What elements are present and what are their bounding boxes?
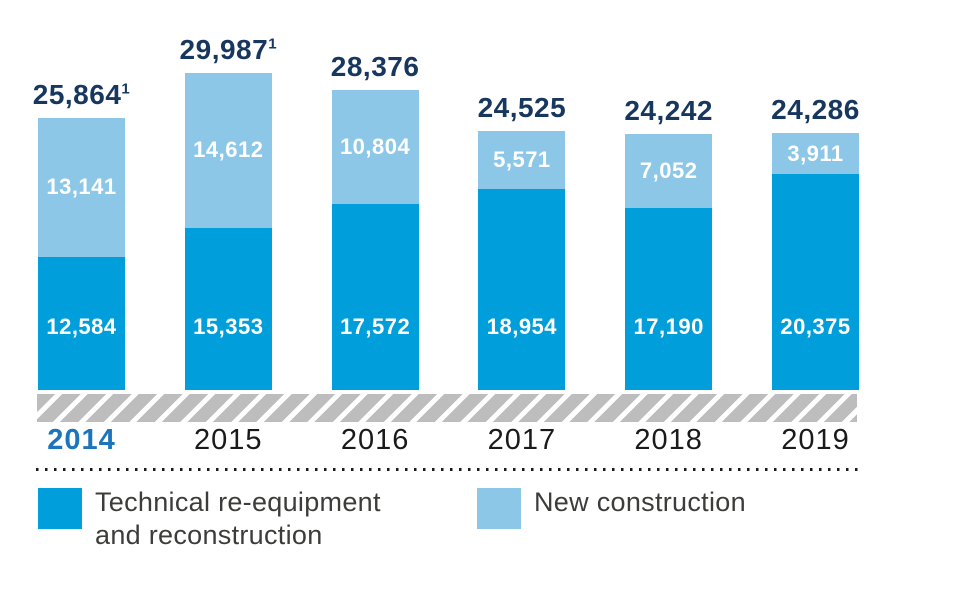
segment-value-new-construction: 5,571 [493, 147, 551, 172]
total-label-2018: 24,242 [624, 94, 713, 126]
segment-value-new-construction: 14,612 [193, 137, 264, 163]
segment-value-technical-re-equipment: 18,954 [486, 313, 558, 339]
year-label-2016: 2016 [340, 424, 410, 456]
segment-technical-re-equipment-2019: 20,375 [772, 174, 859, 390]
segment-technical-re-equipment-2018: 17,190 [625, 208, 713, 390]
segment-value-technical-re-equipment: 17,572 [339, 313, 411, 339]
segment-value-new-construction: 3,911 [787, 140, 844, 166]
bar-group-2016: 28,376 10,804 17,572 [331, 0, 419, 390]
year-label-2017: 2017 [487, 424, 557, 456]
year-label-2019: 2019 [781, 424, 850, 456]
total-label-2016: 28,376 [330, 50, 420, 82]
segment-new-construction-2014: 13,141 [38, 117, 125, 257]
total-label-2017: 24,525 [477, 91, 567, 123]
segment-value-technical-re-equipment: 15,353 [193, 313, 264, 339]
legend-item-technical-re-equipment: Technical re-equipment and reconstructio… [38, 487, 381, 552]
footnote-marker: 1 [121, 80, 131, 98]
bar-group-2019: 24,286 3,911 20,375 [771, 0, 859, 390]
technical-re-equipment-swatch-icon [38, 488, 82, 529]
segment-new-construction-2015: 14,612 [184, 73, 272, 228]
legend-label-new-construction: New construction [534, 487, 746, 517]
bar-group-2018: 24,242 7,052 17,190 [624, 0, 713, 390]
year-label-2015: 2015 [194, 424, 263, 456]
segment-new-construction-2016: 10,804 [331, 89, 419, 205]
segment-technical-re-equipment-2017: 18,954 [478, 189, 566, 390]
new-construction-swatch-icon [477, 488, 521, 529]
total-label-2014: 25,8641 [32, 78, 131, 110]
total-label-2015: 29,9871 [179, 34, 278, 65]
dotted-separator [36, 468, 860, 471]
bar-group-2017: 24,525 5,571 18,954 [478, 0, 566, 390]
segment-technical-re-equipment-2016: 17,572 [331, 204, 419, 390]
bar-group-2015: 29,9871 14,612 15,353 [180, 0, 277, 390]
year-label-2018: 2018 [634, 424, 703, 456]
bar-group-2014: 25,8641 13,141 12,584 [33, 0, 130, 390]
baseline-hatch-band [37, 394, 857, 422]
segment-new-construction-2019: 3,911 [772, 133, 859, 175]
segment-value-new-construction: 7,052 [639, 157, 698, 183]
segment-technical-re-equipment-2015: 15,353 [184, 227, 272, 390]
segment-value-technical-re-equipment: 12,584 [46, 313, 117, 339]
segment-value-technical-re-equipment: 17,190 [633, 313, 704, 339]
segment-value-new-construction: 10,804 [339, 133, 411, 159]
total-label-2019: 24,286 [771, 94, 860, 126]
year-label-2014: 2014 [47, 424, 116, 456]
legend-item-new-construction: New construction [477, 487, 746, 529]
segment-technical-re-equipment-2014: 12,584 [38, 256, 125, 390]
segment-new-construction-2018: 7,052 [625, 133, 713, 209]
segment-new-construction-2017: 5,571 [478, 130, 566, 190]
segment-value-new-construction: 13,141 [46, 174, 117, 200]
footnote-marker: 1 [268, 35, 278, 53]
legend-label-technical-re-equipment: Technical re-equipment and reconstructio… [95, 487, 381, 550]
segment-value-technical-re-equipment: 20,375 [780, 313, 851, 339]
